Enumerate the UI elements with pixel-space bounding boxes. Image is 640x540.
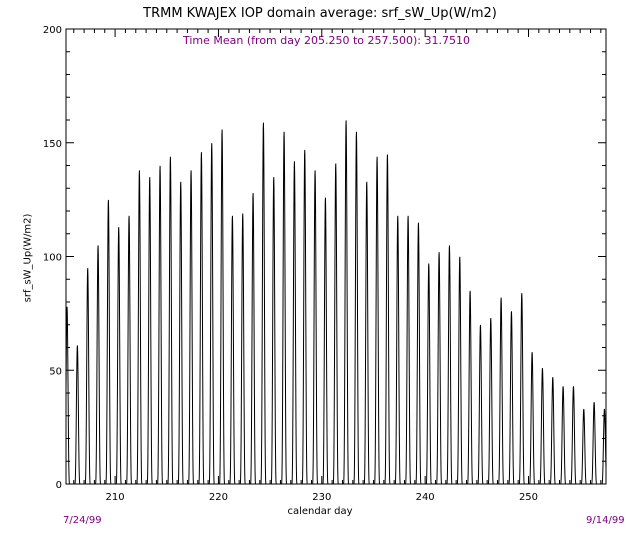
x-tick-label: 230 xyxy=(312,492,331,503)
x-tick-label: 240 xyxy=(416,492,435,503)
x-tick-label: 210 xyxy=(106,492,125,503)
x-axis-label: calendar day xyxy=(287,506,353,517)
time-mean-annotation: Time Mean (from day 205.250 to 257.500):… xyxy=(183,34,470,47)
plot-frame xyxy=(65,28,607,485)
start-date-label: 7/24/99 xyxy=(63,515,102,526)
x-tick-label: 220 xyxy=(209,492,228,503)
y-tick-label: 150 xyxy=(43,139,62,150)
y-tick-label: 0 xyxy=(56,480,62,491)
series-line xyxy=(65,120,607,485)
x-tick-label: 250 xyxy=(519,492,538,503)
y-tick-label: 200 xyxy=(43,25,62,36)
chart-title: TRMM KWAJEX IOP domain average: srf_sW_U… xyxy=(143,6,497,21)
y-tick-label: 50 xyxy=(49,366,62,377)
y-tick-label: 100 xyxy=(43,253,62,264)
end-date-label: 9/14/99 xyxy=(586,515,625,526)
